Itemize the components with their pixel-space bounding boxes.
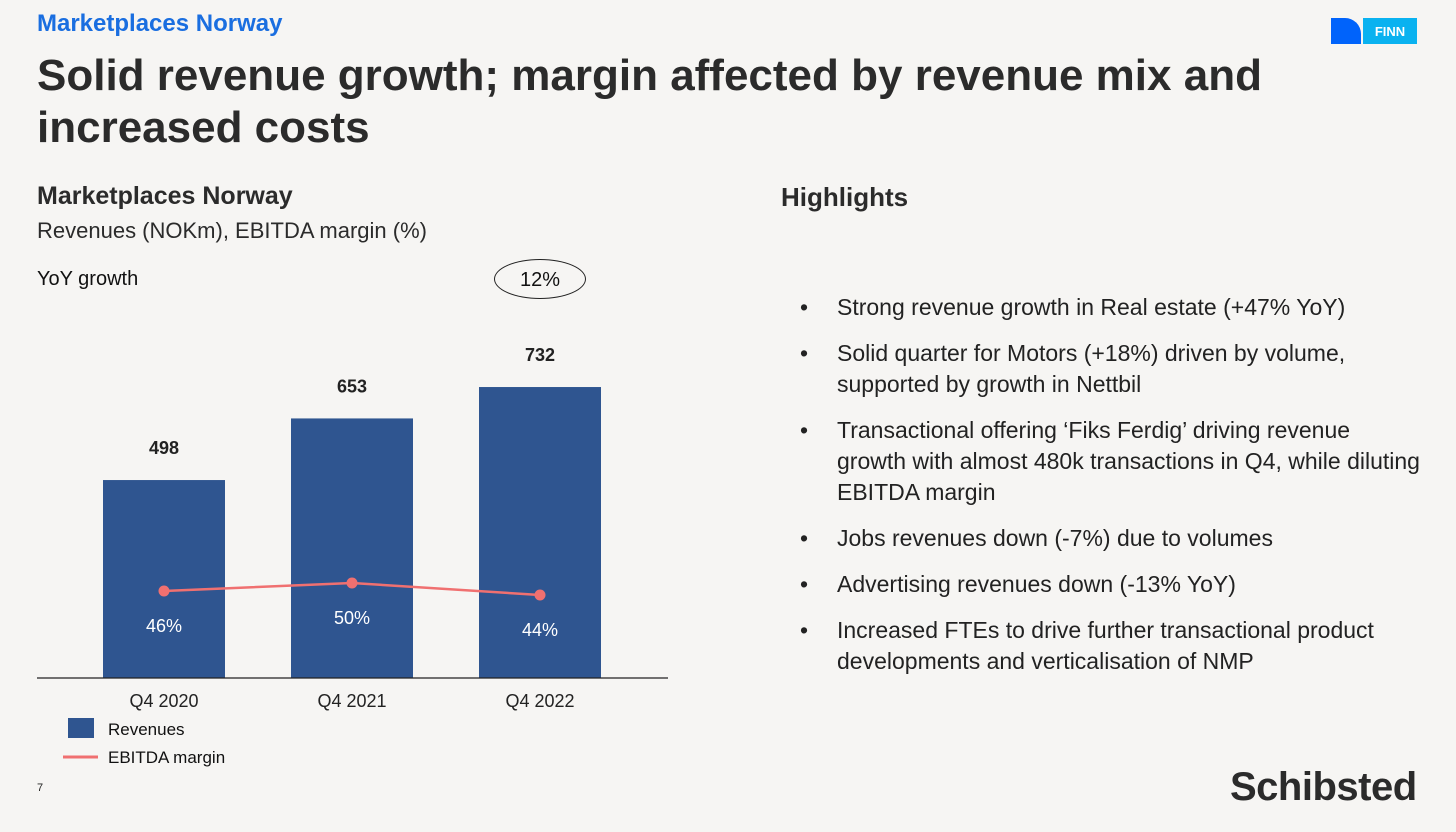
highlight-item: Solid quarter for Motors (+18%) driven b… <box>800 338 1420 400</box>
section-label: Marketplaces Norway <box>37 10 283 37</box>
legend-revenues-swatch <box>68 718 94 738</box>
ebitda-margin-label: 50% <box>334 608 370 628</box>
finn-logo: FINN <box>1331 18 1417 44</box>
x-tick-label: Q4 2020 <box>129 691 198 711</box>
schibsted-logo: Schibsted <box>1230 765 1417 809</box>
ebitda-margin-point <box>534 589 546 601</box>
highlight-item: Advertising revenues down (-13% YoY) <box>800 569 1420 600</box>
highlight-item: Transactional offering ‘Fiks Ferdig’ dri… <box>800 415 1420 508</box>
ebitda-margin-point <box>346 577 358 589</box>
revenue-bar <box>103 480 225 678</box>
yoy-growth-badge: 12% <box>494 259 586 299</box>
yoy-growth-label: YoY growth <box>37 268 139 290</box>
revenue-value-label: 732 <box>525 345 555 365</box>
x-tick-label: Q4 2022 <box>505 691 574 711</box>
revenue-value-label: 498 <box>149 438 179 458</box>
highlights-title: Highlights <box>781 182 909 212</box>
highlight-item: Increased FTEs to drive further transact… <box>800 615 1420 677</box>
chart-title: Marketplaces Norway <box>37 182 293 210</box>
page-title: Solid revenue growth; margin affected by… <box>37 51 1262 152</box>
ebitda-margin-label: 46% <box>146 616 182 636</box>
legend-ebitda-label: EBITDA margin <box>108 748 225 767</box>
highlight-item: Jobs revenues down (-7%) due to volumes <box>800 523 1420 554</box>
highlights-list: Strong revenue growth in Real estate (+4… <box>800 292 1420 692</box>
highlight-item: Strong revenue growth in Real estate (+4… <box>800 292 1420 323</box>
ebitda-margin-point <box>158 585 170 597</box>
x-tick-label: Q4 2021 <box>317 691 386 711</box>
page-number: 7 <box>37 782 44 794</box>
revenue-value-label: 653 <box>337 376 367 396</box>
legend-revenues-label: Revenues <box>108 720 185 739</box>
revenue-bar <box>479 387 601 678</box>
chart-subtitle: Revenues (NOKm), EBITDA margin (%) <box>37 218 427 243</box>
ebitda-margin-label: 44% <box>522 620 558 640</box>
revenue-bar <box>291 418 413 678</box>
finn-logo-text: FINN <box>1375 24 1405 39</box>
revenue-chart: 498 653 732 Q4 2020 Q4 2021 Q4 2022 46% 50% 44% R… <box>37 345 668 767</box>
